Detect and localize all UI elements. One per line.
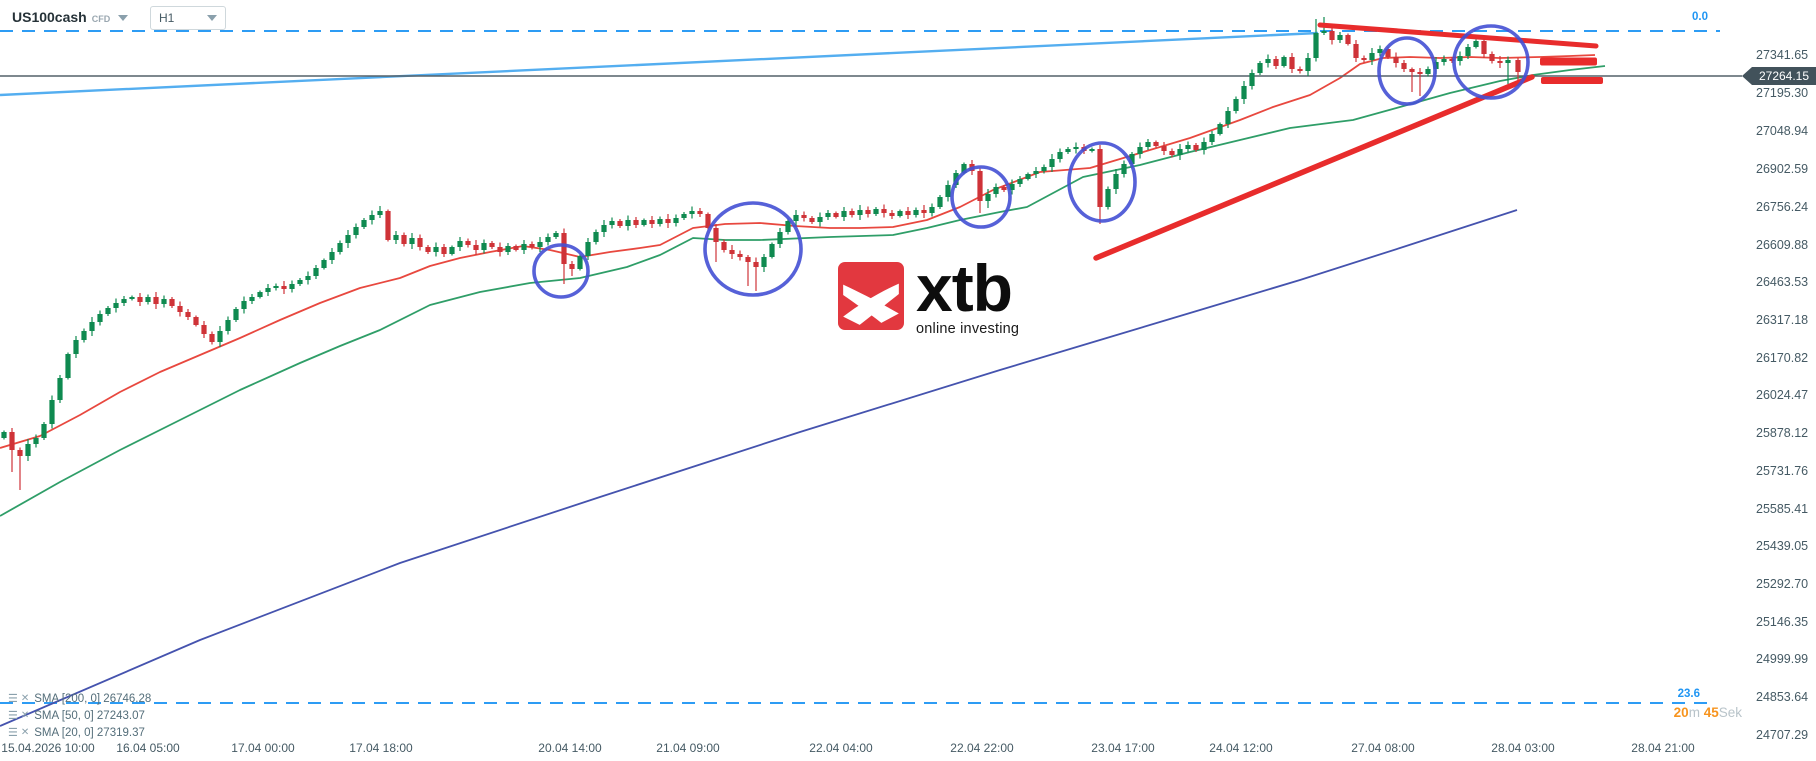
resistance-segment-2[interactable]: [1541, 77, 1603, 84]
timeframe-value: H1: [159, 11, 175, 25]
indicator-delete-icon[interactable]: ✕: [20, 727, 30, 738]
xtb-watermark: xtb online investing: [838, 251, 1020, 337]
time-axis-label: 28.04 21:00: [1631, 741, 1695, 755]
channel-trendline[interactable]: [0, 31, 1319, 97]
indicator-label: SMA [50, 0] 27243.07: [34, 709, 145, 722]
indicator-label: SMA [200, 0] 26746.28: [34, 692, 152, 705]
annotation-circle-6[interactable]: [1452, 24, 1530, 100]
symbol-selector[interactable]: US100cash CFD: [12, 8, 129, 26]
brand-name: xtb: [916, 251, 1013, 325]
candlestick-series: [1, 17, 1521, 490]
resistance-segment-1[interactable]: [1540, 57, 1597, 66]
candle-countdown: 20m 45Sek: [1650, 705, 1742, 720]
chevron-down-icon[interactable]: [118, 15, 129, 21]
price-axis-label: 25585.41: [1756, 502, 1809, 516]
symbol-name: US100cash: [12, 9, 87, 25]
price-axis-label: 26170.82: [1756, 351, 1809, 365]
price-axis-label: 26317.18: [1756, 313, 1809, 327]
indicator-settings-icon[interactable]: ☰: [8, 727, 18, 739]
sma-200-line: [0, 209, 1518, 727]
indicator-settings-icon[interactable]: ☰: [8, 710, 18, 722]
annotation-circle-4[interactable]: [1067, 141, 1137, 223]
annotation-circle-5[interactable]: [1377, 36, 1437, 106]
time-axis-label: 23.04 17:00: [1091, 741, 1155, 755]
price-axis-label: 24707.29: [1756, 728, 1809, 742]
indicator-row-sma200: ☰ ✕ SMA [200, 0] 26746.28: [8, 691, 151, 706]
time-axis-label: 22.04 04:00: [809, 741, 873, 755]
time-axis-label: 22.04 22:00: [950, 741, 1014, 755]
price-axis-label: 25292.70: [1756, 577, 1809, 591]
indicator-settings-icon[interactable]: ☰: [8, 693, 18, 705]
time-axis-label: 27.04 08:00: [1351, 741, 1415, 755]
indicator-row-sma50: ☰ ✕ SMA [50, 0] 27243.07: [8, 708, 145, 723]
indicator-row-sma20: ☰ ✕ SMA [20, 0] 27319.37: [8, 725, 145, 740]
price-axis-label: 27341.65: [1756, 48, 1809, 62]
xtb-logo-icon: [838, 262, 904, 330]
price-axis-label: 25439.05: [1756, 539, 1809, 553]
price-axis-label: 24999.99: [1756, 652, 1809, 666]
price-axis-label: 25878.12: [1756, 426, 1809, 440]
price-axis-label: 26609.88: [1756, 238, 1809, 252]
countdown-seconds: 45: [1703, 705, 1719, 720]
sma-50-line: [0, 65, 1606, 517]
instrument-type-label: CFD: [91, 13, 111, 24]
time-axis-label: 16.04 05:00: [116, 741, 180, 755]
brand-tagline: online investing: [916, 321, 1020, 337]
price-axis-label: 26024.47: [1756, 388, 1809, 402]
time-axis-label: 28.04 03:00: [1491, 741, 1555, 755]
price-axis-label: 27195.30: [1756, 86, 1809, 100]
annotation-circle-3[interactable]: [950, 165, 1012, 229]
time-axis-label: 21.04 09:00: [656, 741, 720, 755]
price-axis-label: 26902.59: [1756, 162, 1809, 176]
current-price-value: 27264.15: [1758, 69, 1810, 83]
chevron-down-icon: [207, 15, 217, 21]
time-axis-label: 17.04 00:00: [231, 741, 295, 755]
annotation-circle-2[interactable]: [703, 201, 803, 297]
countdown-minutes-unit: m: [1688, 705, 1704, 720]
countdown-minutes: 20: [1673, 705, 1689, 720]
sma-20-line: [0, 54, 1596, 449]
price-axis-label: 26463.53: [1756, 275, 1809, 289]
timeframe-select[interactable]: H1: [150, 6, 226, 30]
price-axis-label: 25731.76: [1756, 464, 1809, 478]
indicator-label: SMA [20, 0] 27319.37: [34, 726, 145, 739]
current-price-badge: 27264.15: [1742, 67, 1816, 85]
price-axis-label: 26756.24: [1756, 200, 1809, 214]
annotation-circle-1[interactable]: [532, 243, 590, 299]
time-axis-label: 24.04 12:00: [1209, 741, 1273, 755]
countdown-seconds-unit: Sek: [1718, 705, 1742, 720]
price-axis-label: 25146.35: [1756, 615, 1809, 629]
rising-support-line[interactable]: [1093, 74, 1535, 261]
fib-level-label-23-6: 23.6: [1677, 688, 1700, 700]
fib-level-label-0: 0.0: [1692, 11, 1708, 23]
price-axis-label: 27048.94: [1756, 124, 1809, 138]
indicator-delete-icon[interactable]: ✕: [20, 693, 30, 704]
time-axis-label: 17.04 18:00: [349, 741, 413, 755]
price-axis-label: 24853.64: [1756, 690, 1809, 704]
time-axis-label: 20.04 14:00: [538, 741, 602, 755]
indicator-delete-icon[interactable]: ✕: [20, 710, 30, 721]
falling-resistance-line[interactable]: [1317, 22, 1599, 49]
time-axis-label: 15.04.2026 10:00: [1, 741, 95, 755]
